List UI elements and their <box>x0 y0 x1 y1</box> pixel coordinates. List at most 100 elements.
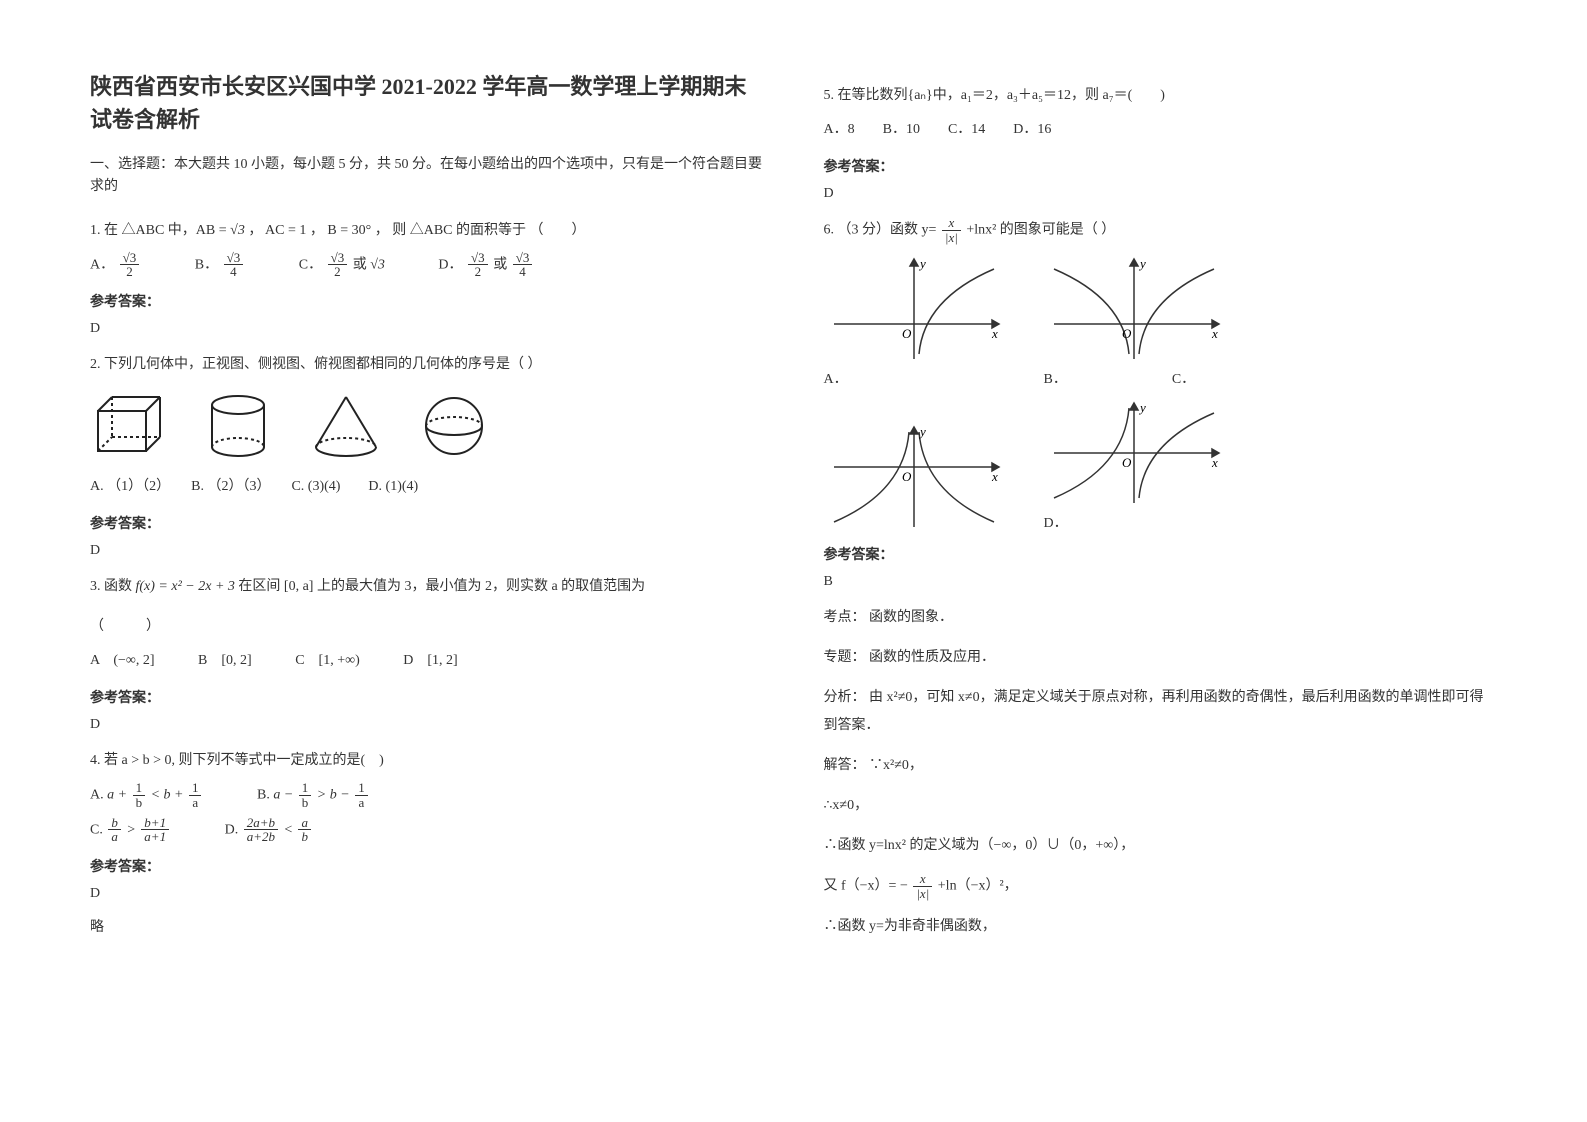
q1-optC: C． √32 或 √3 <box>299 251 385 279</box>
q4-optA-ra: b + <box>164 788 187 803</box>
q6-v4e: ∴函数 y=为非奇非偶函数， <box>824 913 1498 941</box>
q3-optA: A (−∞, 2] <box>90 647 155 675</box>
q4-optC-label: C. <box>90 822 106 837</box>
q4-optC: C. ba > b+1a+1 <box>90 816 171 844</box>
q1-optD: D． √32 或 √34 <box>438 251 534 279</box>
q6-post: +lnx² 的图象可能是（ ） <box>966 222 1115 237</box>
q1-optB-frac: √34 <box>224 251 244 279</box>
q3-mid: 在区间 [0, a] 上的最大值为 3，最小值为 2，则实数 a 的取值范围为 <box>238 579 645 594</box>
q6-chartD: y x O D． <box>1044 398 1224 532</box>
q6-v4a: ∵x²≠0， <box>869 758 923 773</box>
q3-pre: 3. 函数 <box>90 579 136 594</box>
q4-optA-rf: 1a <box>189 781 202 809</box>
q5-ans: D <box>824 186 1498 202</box>
q1-optC-frac: √32 <box>328 251 348 279</box>
q4-optA-cmp: < <box>151 788 164 803</box>
q6-v4d: 又 f（−x）= − x|x| +ln（−x）²， <box>824 872 1498 900</box>
q1-options: A． √32 B． √34 C． √32 或 √3 D． √32 或 √34 <box>90 251 764 279</box>
left-column: 陕西省西安市长安区兴国中学 2021-2022 学年高一数学理上学期期末试卷含解… <box>90 70 764 950</box>
q6-k3: 分析： <box>824 690 866 705</box>
q1-optC-or: 或 <box>353 257 371 272</box>
q3-optD: D [1, 2] <box>403 647 457 675</box>
q4-optB: B. a − 1b > b − 1a <box>257 781 370 809</box>
axis-x-label: x <box>1211 455 1218 470</box>
q3-ans: D <box>90 717 764 733</box>
axis-y-label: y <box>918 424 926 439</box>
q6-kaodian: 考点： 函数的图象． <box>824 604 1498 632</box>
axis-y-label: y <box>918 256 926 271</box>
q1-optD-or: 或 <box>493 257 511 272</box>
axis-y-label: y <box>1138 400 1146 415</box>
page: 陕西省西安市长安区兴国中学 2021-2022 学年高一数学理上学期期末试卷含解… <box>0 0 1587 1020</box>
q6-v1: 函数的图象． <box>869 610 953 625</box>
q2-options: A. （1）（2） B. （2）（3） C. (3)(4) D. (1)(4) <box>90 473 764 501</box>
q4-optD-label: D. <box>225 822 242 837</box>
q6-v4c: ∴函数 y=lnx² 的定义域为（−∞，0）∪（0，+∞）， <box>824 832 1498 860</box>
q6-fenxi: 分析： 由 x²≠0，可知 x≠0，满足定义域关于原点对称，再利用函数的奇偶性，… <box>824 684 1498 740</box>
q6-v4d-post: +ln（−x）²， <box>938 879 1018 894</box>
q1-sqrt3: √3 <box>230 223 245 238</box>
q6-chartC: y x O <box>824 422 1004 532</box>
q6-chartB-label: B． C． <box>1044 368 1224 388</box>
cylinder-icon <box>198 391 278 461</box>
q4-extra: 略 <box>90 916 764 936</box>
origin-label: O <box>1122 455 1132 470</box>
q6-ans-label: 参考答案： <box>824 544 1498 564</box>
q6-k2: 专题： <box>824 650 866 665</box>
q4-optB-label: B. <box>257 788 273 803</box>
axis-x-label: x <box>1211 326 1218 341</box>
axis-x-label: x <box>991 326 998 341</box>
q1-optA-frac: √32 <box>120 251 140 279</box>
q1-ans: D <box>90 321 764 337</box>
q6-zhuanti: 专题： 函数的性质及应用． <box>824 644 1498 672</box>
q1-optD-frac2: √34 <box>513 251 533 279</box>
q6-v4d-pre: 又 f（−x）= − <box>824 879 912 894</box>
q2-ans-label: 参考答案： <box>90 513 764 533</box>
q1-pre: 1. 在 △ABC 中，AB = <box>90 223 230 238</box>
q4-optD-lf: 2a+ba+2b <box>244 816 278 844</box>
q3-optB: B [0, 2] <box>198 647 252 675</box>
q6-k1: 考点： <box>824 610 866 625</box>
q1-optD-frac1: √32 <box>468 251 488 279</box>
q6-pre: 6. （3 分）函数 y= <box>824 222 940 237</box>
origin-label: O <box>1122 326 1132 341</box>
q5-options: A．8 B．10 C．14 D．16 <box>824 116 1498 144</box>
q4-optD: D. 2a+ba+2b < ab <box>225 816 313 844</box>
q5-ans-label: 参考答案： <box>824 156 1498 176</box>
q1-optA: A． √32 <box>90 251 141 279</box>
q6-v2: 函数的性质及应用． <box>869 650 995 665</box>
q4-optB-lf: 1b <box>299 781 312 809</box>
q6-chartA-label: A． <box>824 368 1004 388</box>
q4-optB-la: a − <box>273 788 296 803</box>
q1-ans-label: 参考答案： <box>90 291 764 311</box>
sphere-icon <box>414 391 494 461</box>
q6-v4b: ∴x≠0， <box>824 792 1498 820</box>
q4-ans: D <box>90 886 764 902</box>
q1-optA-label: A． <box>90 257 114 272</box>
cone-icon <box>306 391 386 461</box>
page-title: 陕西省西安市长安区兴国中学 2021-2022 学年高一数学理上学期期末试卷含解… <box>90 70 764 136</box>
q1-optC-label: C． <box>299 257 322 272</box>
q6-v4d-frac: x|x| <box>913 872 932 900</box>
q1-optD-label: D． <box>438 257 462 272</box>
axis-y-label: y <box>1138 256 1146 271</box>
q4-optB-ra: b − <box>330 788 353 803</box>
q6-ans: B <box>824 574 1498 590</box>
right-column: 5. 在等比数列{aₙ}中，a₁＝2，a₃＋a₅＝12，则 a₇＝( ) A．8… <box>824 70 1498 950</box>
origin-label: O <box>902 326 912 341</box>
q1-stem: 1. 在 △ABC 中，AB = √3 ， AC = 1 ， B = 30° ，… <box>90 217 764 245</box>
q2-shapes <box>90 391 764 461</box>
q4-ans-label: 参考答案： <box>90 856 764 876</box>
section-intro: 一、选择题：本大题共 10 小题，每小题 5 分，共 50 分。在每小题给出的四… <box>90 154 764 199</box>
q6-k4: 解答： <box>824 758 866 773</box>
q2-ans: D <box>90 543 764 559</box>
q4-optC-rf: b+1a+1 <box>141 816 169 844</box>
q1-mid: ， AC = 1 ， B = 30° ， 则 △ABC 的面积等于 （ ） <box>248 223 585 238</box>
q3-stem: 3. 函数 f(x) = x² − 2x + 3 在区间 [0, a] 上的最大… <box>90 573 764 601</box>
q4-options-row1: A. a + 1b < b + 1a B. a − 1b > b − 1a <box>90 781 764 809</box>
q6-stem: 6. （3 分）函数 y= x|x| +lnx² 的图象可能是（ ） <box>824 216 1498 244</box>
q3-fx: f(x) = x² − 2x + 3 <box>136 579 235 594</box>
q4-optA-lf: 1b <box>133 781 146 809</box>
q4-options-row2: C. ba > b+1a+1 D. 2a+ba+2b < ab <box>90 816 764 844</box>
q4-optA-label: A. <box>90 788 107 803</box>
